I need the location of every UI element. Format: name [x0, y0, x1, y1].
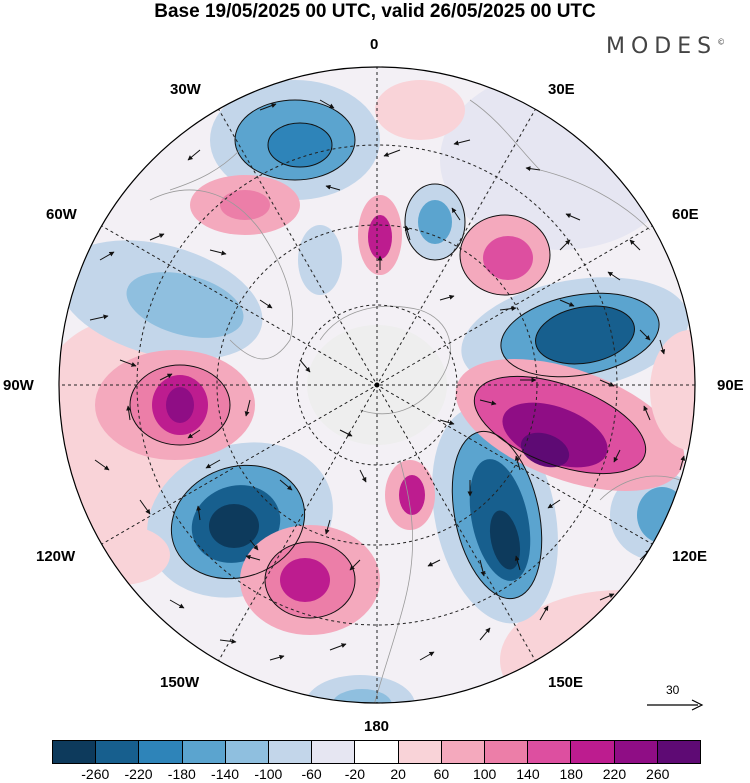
lon-label-30e: 30E: [548, 81, 575, 98]
colorbar-swatch: [312, 741, 356, 763]
lon-label-30w: 30W: [170, 81, 201, 98]
colorbar-swatch: [485, 741, 529, 763]
colorbar-tick-label: 140: [516, 766, 540, 782]
colorbar-tick-label: 220: [602, 766, 627, 782]
lon-label-150e: 150E: [548, 674, 584, 691]
lon-label-90w: 90W: [3, 377, 34, 394]
colorbar-swatch: [269, 741, 313, 763]
lon-label-120e: 120E: [672, 548, 708, 565]
colorbar-tick-label: -60: [301, 766, 322, 782]
wind-vectors: [89, 99, 686, 661]
map-boundary: [58, 66, 696, 704]
modes-logo-text: MODES: [606, 34, 718, 59]
colorbar-tick-label: 60: [433, 766, 450, 782]
colorbar-tick-label: 180: [559, 766, 583, 782]
positive-anomalies: [70, 80, 695, 635]
colorbar-tick-label: 20: [390, 766, 406, 782]
colorbar-tick-label: -260: [81, 766, 110, 782]
colorbar-swatch: [571, 741, 615, 763]
colorbar-tick-label: -100: [254, 766, 283, 782]
lon-label-90e: 90E: [717, 377, 744, 394]
colorbar-tick-label: 100: [472, 766, 497, 782]
coastlines: [149, 99, 681, 703]
colorbar-tick-label: -20: [344, 766, 365, 782]
colorbar-swatch: [614, 741, 658, 763]
colorbar-swatch: [355, 741, 399, 763]
lon-label-60e: 60E: [672, 206, 699, 223]
colorbar-tick-label: -140: [211, 766, 240, 782]
colorbar-swatch: [441, 741, 486, 763]
copyright-mark: ©: [717, 37, 726, 47]
lon-label-150w: 150W: [160, 674, 200, 691]
colorbar-tick-label: -220: [124, 766, 153, 782]
polar-anomaly-map: [58, 66, 696, 704]
contour-lines: [129, 99, 660, 619]
arrow-right-icon: [647, 699, 704, 711]
colorbar-swatch: [139, 741, 183, 763]
colorbar-swatch: [657, 741, 701, 763]
lon-label-0: 0: [370, 36, 379, 53]
lon-label-60w: 60W: [46, 206, 77, 223]
colorbar-swatch: [225, 741, 270, 763]
colorbar-swatch: [398, 741, 442, 763]
colorbar-tick-label: -180: [167, 766, 196, 782]
colorbar-swatch: [53, 741, 97, 763]
lon-label-180: 180: [364, 718, 390, 735]
anomaly-field: [59, 67, 695, 703]
vector-reference-value: 30: [666, 683, 680, 697]
colorbar-tick-label: 260: [646, 766, 670, 782]
lon-label-120w: 120W: [36, 548, 76, 565]
colorbar-swatch: [96, 741, 140, 763]
colorbar: [52, 740, 701, 764]
modes-logo: MODES©: [606, 34, 725, 59]
north-pole-marker: [374, 382, 380, 388]
colorbar-swatch: [528, 741, 572, 763]
colorbar-swatch: [182, 741, 226, 763]
chart-title: Base 19/05/2025 00 UTC, valid 26/05/2025…: [154, 1, 596, 22]
